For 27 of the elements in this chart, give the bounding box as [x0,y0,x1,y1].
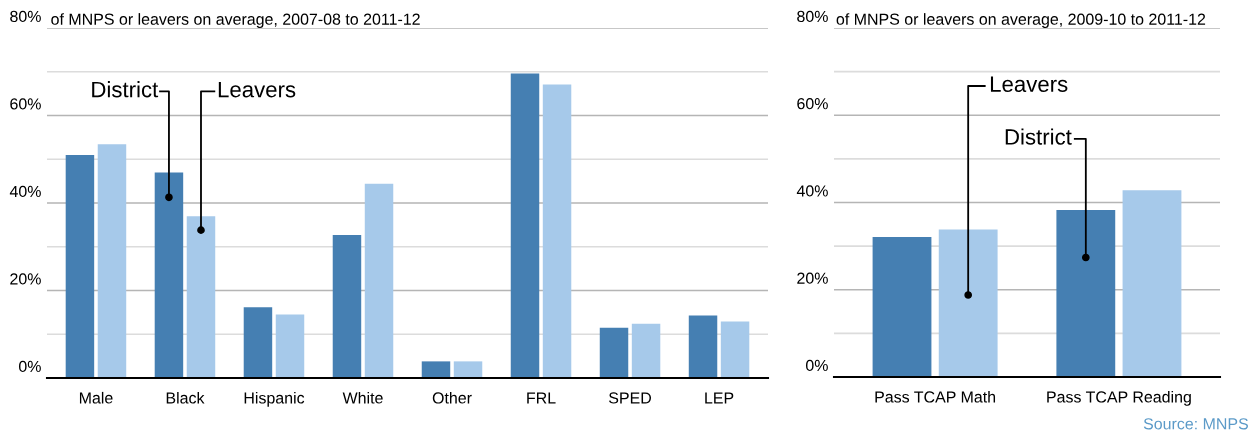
y-tick-label: 80% [10,10,41,23]
x-tick-label: SPED [609,392,652,404]
y-tick-label: 20% [10,273,41,285]
x-tick-label: Other [432,391,472,404]
y-tick-label: 40% [796,185,828,197]
text: District [92,81,159,98]
x-tick-label: LEP [705,392,734,404]
x-tick-label: Pass TCAP Math [875,390,996,403]
y-tick-label: 20% [797,272,828,284]
text: District [1005,128,1072,145]
y-tick-label: 60% [10,98,41,110]
chart-title: of MNPS or leavers on average, 2007-08 to 2011-12 [51,13,420,28]
y-tick-label: 60% [797,98,828,110]
y-tick-label: 80% [797,10,828,23]
text: Leavers [990,76,1068,92]
y-tick-label: 40% [9,185,41,198]
chart-title: of MNPS or leavers on average, 2009-10 to 2011-12 [836,13,1206,28]
x-tick-label: Male [79,391,113,404]
x-tick-label: FRL [527,392,556,404]
x-tick-label: Pass TCAP Reading [1047,390,1191,406]
y-tick-label: 0% [805,359,828,372]
x-tick-label: Hispanic [244,391,305,407]
text: Leavers [218,81,296,98]
x-tick-label: Black [166,391,205,404]
y-tick-label: 0% [18,360,41,373]
x-tick-label: White [342,391,383,404]
source-note: Source: MNPS [1143,418,1248,430]
